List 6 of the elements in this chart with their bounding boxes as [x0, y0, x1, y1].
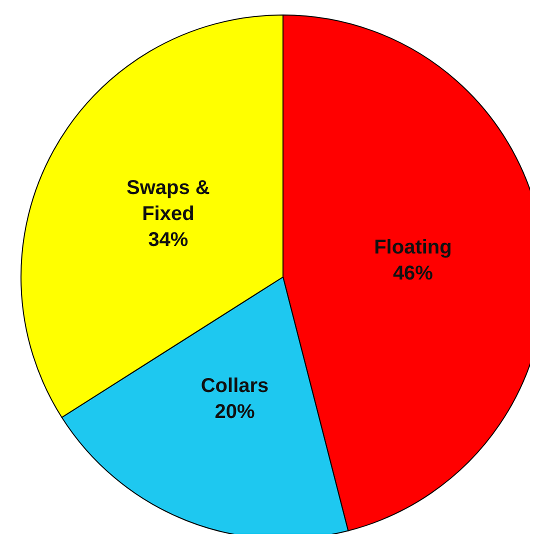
data-label: 46% — [392, 262, 434, 285]
slice-label: Swaps & Fixed — [126, 176, 210, 225]
data-label: 20% — [214, 400, 256, 423]
slice-label: Floating — [374, 236, 452, 259]
slice-label: Collars — [200, 374, 269, 397]
data-label: 34% — [148, 228, 188, 251]
